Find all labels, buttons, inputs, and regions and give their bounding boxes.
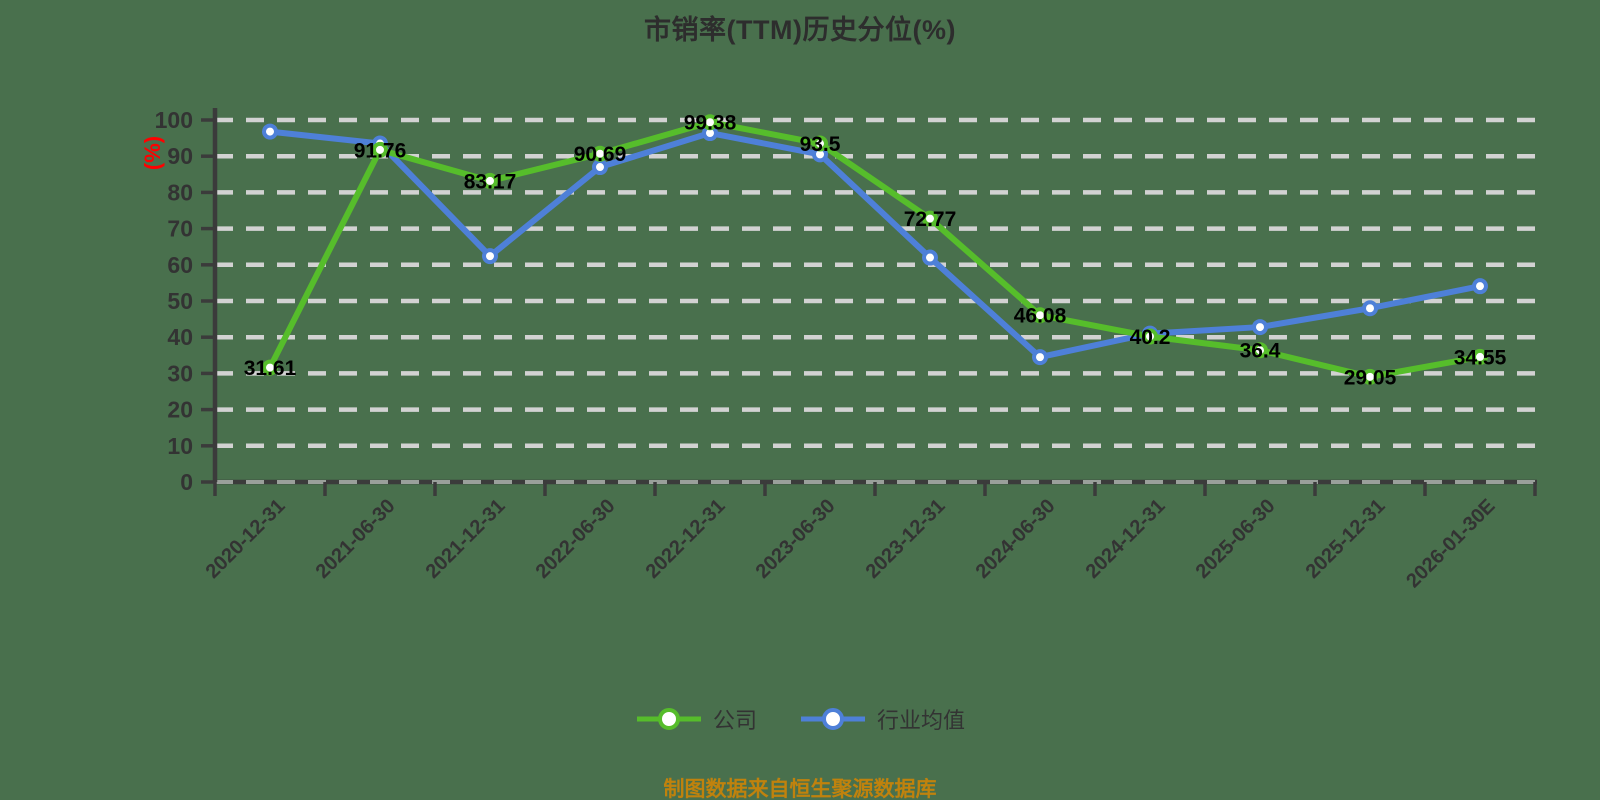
x-axis-tick-label: 2024-12-31 <box>1082 495 1170 583</box>
data-point-company <box>702 114 718 131</box>
y-axis-tick-label: 50 <box>167 288 193 314</box>
y-axis-tick-label: 80 <box>167 179 193 205</box>
company-line-marker-icon <box>635 704 703 734</box>
data-source-note: 制图数据来自恒生聚源数据库 <box>663 778 937 800</box>
x-axis-tick-label: 2021-12-31 <box>422 495 510 583</box>
legend: 公司 行业均值 <box>0 703 1600 735</box>
legend-item-industry[interactable]: 行业均值 <box>799 703 965 735</box>
chart-title: 市销率(TTM)历史分位(%) <box>644 15 956 45</box>
x-axis-tick-label: 2023-06-30 <box>752 495 840 583</box>
series-line-company <box>267 119 1483 380</box>
legend-item-company[interactable]: 公司 <box>635 703 757 735</box>
data-point-company <box>1362 368 1378 385</box>
x-axis-tick-label: 2022-12-31 <box>642 495 730 583</box>
data-label: 90.69 <box>574 143 627 166</box>
data-point-industry <box>1362 300 1378 317</box>
data-point-company <box>1472 348 1488 365</box>
data-point-company <box>1142 328 1158 345</box>
data-label: 31.61 <box>244 357 297 380</box>
legend-label-company: 公司 <box>712 708 757 733</box>
y-axis-tick-label: 60 <box>167 252 193 278</box>
data-point-company <box>262 359 278 376</box>
x-axis-tick-label: 2023-12-31 <box>862 495 950 583</box>
data-point-industry <box>1032 349 1048 366</box>
x-axis-tick-label: 2024-06-30 <box>972 495 1060 583</box>
y-axis-tick-label: 100 <box>155 107 193 133</box>
data-point-company <box>372 141 388 158</box>
data-point-company <box>1032 307 1048 324</box>
x-axis-tick-label: 2026-01-30E <box>1402 495 1499 592</box>
data-label: 83.17 <box>464 170 517 193</box>
data-point-company <box>812 135 828 152</box>
data-point-industry <box>1472 278 1488 295</box>
x-axis-tick-label: 2025-06-30 <box>1192 495 1280 583</box>
data-point-company <box>592 145 608 162</box>
data-point-company <box>1252 342 1268 359</box>
y-axis-tick-label: 90 <box>167 143 193 169</box>
data-point-industry <box>922 249 938 266</box>
x-axis-tick-label: 2020-12-31 <box>202 495 290 583</box>
data-label: 72.77 <box>904 208 957 231</box>
data-label: 29.05 <box>1344 366 1397 389</box>
data-point-industry <box>262 123 278 140</box>
x-axis-tick-label: 2025-12-31 <box>1302 495 1390 583</box>
y-axis-tick-label: 10 <box>167 433 193 459</box>
data-label: 99.38 <box>684 112 737 135</box>
y-axis-tick-label: 0 <box>180 469 193 495</box>
y-axis-tick-label: 70 <box>167 216 193 242</box>
data-label: 40.2 <box>1130 326 1171 349</box>
data-point-company <box>482 172 498 189</box>
data-point-industry <box>482 248 498 265</box>
y-axis-tick-label: 40 <box>167 324 193 350</box>
data-point-industry <box>1252 319 1268 336</box>
x-axis-tick-label: 2022-06-30 <box>532 495 620 583</box>
data-label: 93.5 <box>800 133 841 156</box>
industry-line-marker-icon <box>799 704 867 734</box>
legend-label-industry: 行业均值 <box>877 708 966 733</box>
data-label: 91.76 <box>354 139 407 162</box>
data-point-company <box>922 210 938 227</box>
data-label: 34.55 <box>1454 346 1507 369</box>
y-axis-tick-label: 20 <box>167 397 193 423</box>
series-line-industry <box>267 128 1483 361</box>
x-axis-tick-label: 2021-06-30 <box>312 495 400 583</box>
data-label: 36.4 <box>1240 340 1281 363</box>
data-label: 46.08 <box>1014 305 1067 328</box>
y-axis-tick-label: 30 <box>167 360 193 386</box>
